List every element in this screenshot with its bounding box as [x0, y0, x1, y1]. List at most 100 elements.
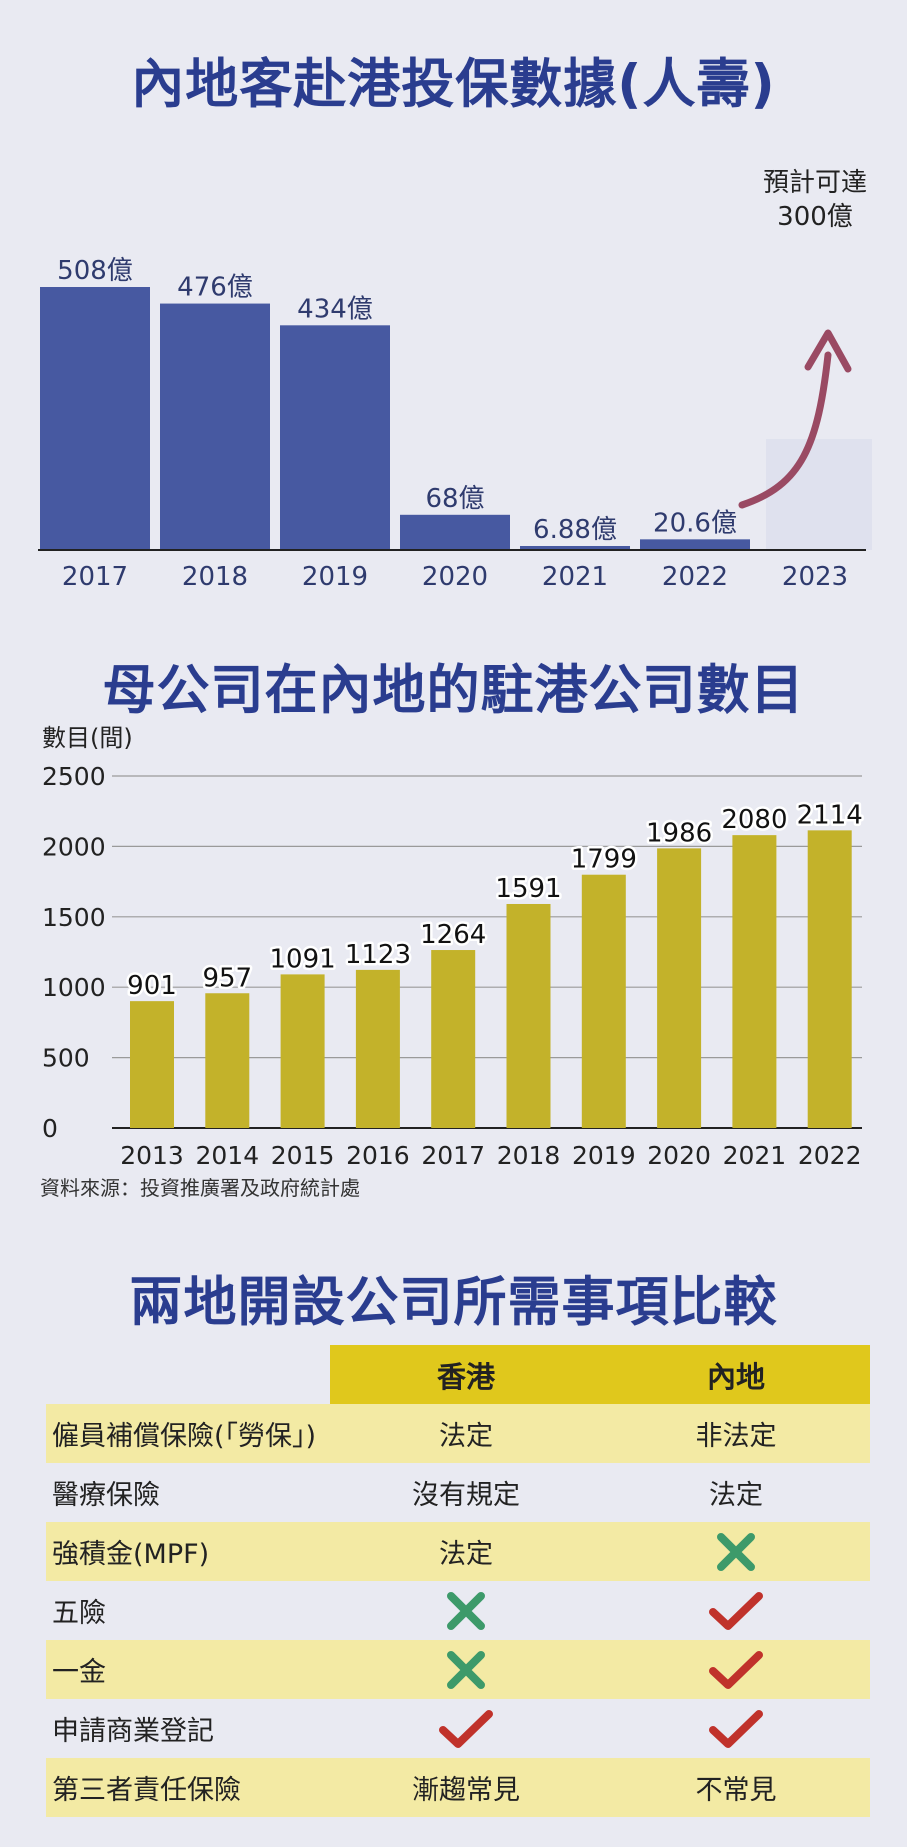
bar [807, 830, 852, 1128]
row-label: 一金 [46, 1640, 331, 1699]
y-tick-label: 0 [42, 1114, 58, 1143]
bar [205, 993, 250, 1128]
y-tick-label: 2500 [42, 762, 106, 791]
data-label: 2080 [721, 805, 787, 835]
header-hk: 香港 [330, 1345, 602, 1404]
data-label: 20.6億 [653, 508, 737, 538]
comparison-table: 香港 內地 僱員補償保險(「勞保」) 法定 非法定 醫療保險 沒有規定 法定 強積金(MPF… [46, 1345, 870, 1817]
x-tick-label: 2019 [572, 1141, 636, 1170]
x-tick-label: 2022 [798, 1141, 862, 1170]
bar [160, 303, 270, 550]
header-blank [46, 1345, 330, 1404]
y-tick-label: 1000 [42, 973, 106, 1002]
bar [657, 848, 702, 1128]
cross-icon [330, 1640, 602, 1699]
data-label: 1591 [495, 874, 561, 904]
data-label: 1123 [345, 940, 411, 970]
row-label: 申請商業登記 [52, 1716, 214, 1747]
x-tick-label: 2018 [182, 562, 248, 592]
x-tick-label: 2017 [421, 1141, 485, 1170]
x-tick-label: 2021 [542, 562, 608, 592]
check-icon [602, 1581, 870, 1640]
row-label: 強積金(MPF) [46, 1522, 331, 1581]
cell-value: 不常見 [602, 1758, 870, 1817]
bar [130, 1001, 174, 1128]
bar [581, 874, 626, 1128]
bar [520, 546, 630, 550]
data-label: 1264 [420, 920, 486, 950]
x-tick-label: 2018 [497, 1141, 561, 1170]
x-tick-label: 2015 [271, 1141, 335, 1170]
table-row: 醫療保險 沒有規定 法定 [46, 1463, 870, 1522]
header-cn: 內地 [602, 1345, 870, 1404]
x-tick-label: 2022 [662, 562, 728, 592]
x-tick-label: 2017 [62, 562, 128, 592]
bar [640, 539, 750, 550]
trend-arrow-icon [738, 351, 832, 509]
bar [506, 903, 551, 1128]
data-label: 901 [127, 971, 177, 1001]
row-label: 第三者責任保險 [46, 1758, 331, 1817]
table-title: 兩地開設公司所需事項比較 [129, 1272, 778, 1333]
table-row: 第三者責任保險 漸趨常見 不常見 [46, 1758, 870, 1817]
check-icon [330, 1699, 602, 1758]
chart2-title: 母公司在內地的駐港公司數目 [102, 660, 805, 721]
row-label: 僱員補償保險(「勞保」) [46, 1404, 331, 1463]
bar [355, 969, 400, 1128]
data-label: 957 [202, 963, 252, 993]
table-row: 強積金(MPF) 法定 [46, 1522, 870, 1581]
source-note: 資料來源：投資推廣署及政府統計處 [40, 1176, 360, 1200]
chart2: 數目(間) 0 500 1000 1500 2000 2500 901 2013 957 2014 1… [42, 724, 865, 1170]
x-tick-label: 2020 [647, 1141, 711, 1170]
cell-value: 法定 [330, 1404, 602, 1463]
data-label: 1091 [270, 944, 336, 974]
data-label: 1799 [571, 845, 637, 875]
table-row: 申請商業登記 [46, 1699, 870, 1758]
projection-area [766, 439, 872, 550]
data-label: 68億 [425, 484, 484, 514]
x-tick-label: 2023 [782, 562, 848, 592]
data-label: 2114 [797, 800, 863, 830]
bar [431, 950, 476, 1128]
cross-icon [330, 1581, 602, 1640]
table-row: 一金 [46, 1640, 870, 1699]
table-header-row: 香港 內地 [46, 1345, 870, 1404]
cell-value: 漸趨常見 [330, 1758, 602, 1817]
bar [40, 287, 150, 550]
x-tick-label: 2019 [302, 562, 368, 592]
row-label: 五險 [52, 1598, 106, 1629]
table-row: 僱員補償保險(「勞保」) 法定 非法定 [46, 1404, 870, 1463]
cell-value: 法定 [330, 1522, 602, 1581]
x-tick-label: 2014 [195, 1141, 259, 1170]
cross-icon [602, 1522, 870, 1581]
y-tick-label: 1500 [42, 903, 106, 932]
check-icon [602, 1699, 870, 1758]
y-axis-label: 數目(間) [42, 724, 133, 752]
data-label: 6.88億 [533, 515, 617, 545]
chart1: 508億 2017 476億 2018 434億 2019 68億 2020 6.88億 2021… [38, 168, 872, 592]
data-label: 476億 [177, 273, 253, 303]
x-tick-label: 2016 [346, 1141, 410, 1170]
data-label: 434億 [297, 294, 373, 324]
bar [280, 325, 390, 550]
projection-label-line2: 300億 [777, 202, 853, 232]
x-tick-label: 2021 [723, 1141, 787, 1170]
y-tick-label: 500 [42, 1044, 90, 1073]
y-tick-label: 2000 [42, 832, 106, 861]
check-icon [602, 1640, 870, 1699]
bar [400, 514, 510, 550]
x-tick-label: 2020 [422, 562, 488, 592]
cell-value: 沒有規定 [412, 1480, 521, 1511]
cell-value: 非法定 [602, 1404, 870, 1463]
data-label: 508億 [57, 256, 133, 286]
chart1-title: 內地客赴港投保數據(人壽) [131, 54, 776, 115]
row-label: 醫療保險 [52, 1480, 160, 1511]
bar [280, 974, 325, 1128]
arrow-head-icon [804, 329, 852, 373]
cell-value: 法定 [709, 1480, 763, 1511]
bar [732, 835, 777, 1128]
projection-label-line1: 預計可達 [763, 168, 867, 198]
x-tick-label: 2013 [120, 1141, 184, 1170]
table-row: 五險 [46, 1581, 870, 1640]
data-label: 1986 [646, 818, 712, 848]
